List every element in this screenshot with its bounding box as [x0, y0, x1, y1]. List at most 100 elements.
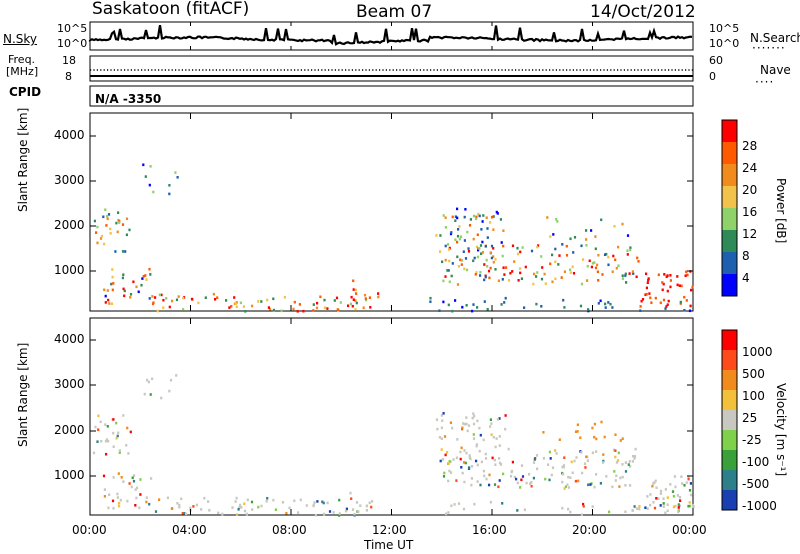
heatmap-cell — [523, 508, 526, 512]
heatmap-cell — [312, 503, 315, 507]
velocity-ytick-2000: 2000 — [54, 423, 85, 437]
heatmap-cell — [680, 475, 683, 478]
heatmap-cell — [664, 488, 667, 491]
power-cb-tick-4: 4 — [742, 271, 750, 285]
heatmap-cell — [129, 293, 133, 296]
heatmap-cell — [489, 266, 492, 270]
heatmap-cell — [463, 480, 466, 484]
heatmap-cell — [561, 506, 564, 510]
heatmap-cell — [535, 275, 538, 278]
heatmap-cell — [574, 430, 578, 433]
heatmap-cell — [482, 214, 485, 217]
heatmap-cell — [595, 437, 598, 441]
heatmap-cell — [614, 479, 617, 482]
heatmap-cell — [365, 509, 368, 512]
heatmap-cell — [355, 292, 358, 295]
xtick-4: 16:00 — [472, 523, 507, 537]
heatmap-cell — [571, 265, 574, 269]
heatmap-cell — [338, 512, 341, 515]
heatmap-cell — [614, 258, 617, 262]
heatmap-cell — [613, 225, 616, 228]
colorbar-segment — [722, 450, 737, 471]
heatmap-cell — [468, 454, 471, 457]
heatmap-cell — [618, 485, 621, 488]
heatmap-cell — [497, 279, 500, 283]
heatmap-cell — [141, 277, 144, 280]
heatmap-cell — [128, 482, 131, 485]
heatmap-cell — [110, 302, 114, 305]
heatmap-cell — [108, 493, 111, 496]
heatmap-cell — [615, 266, 618, 270]
heatmap-cell — [530, 249, 534, 253]
heatmap-cell — [488, 276, 491, 280]
heatmap-cell — [127, 452, 130, 455]
colorbar-segment — [722, 142, 737, 165]
heatmap-cell — [688, 501, 691, 504]
heatmap-cell — [572, 251, 575, 254]
heatmap-cell — [655, 497, 658, 500]
colorbar-segment — [722, 350, 737, 371]
heatmap-cell — [595, 473, 598, 476]
colorbar-segment — [722, 120, 737, 143]
heatmap-cell — [605, 475, 608, 478]
heatmap-cell — [455, 456, 458, 460]
heatmap-cell — [162, 306, 165, 309]
heatmap-cell — [354, 308, 357, 311]
heatmap-cell — [482, 469, 485, 473]
heatmap-cell — [477, 212, 480, 216]
heatmap-cell — [123, 289, 126, 293]
heatmap-cell — [126, 426, 129, 430]
heatmap-cell — [561, 465, 564, 469]
heatmap-cell — [251, 304, 254, 308]
heatmap-cell — [171, 299, 174, 303]
heatmap-cell — [121, 276, 124, 280]
vel-cb-tick-m1000: -1000 — [742, 499, 777, 513]
heatmap-cell — [359, 504, 362, 507]
heatmap-cell — [112, 282, 115, 285]
heatmap-cell — [590, 265, 593, 269]
heatmap-cell — [293, 300, 296, 304]
heatmap-cell — [370, 505, 373, 509]
heatmap-cell — [476, 306, 479, 309]
heatmap-cell — [462, 507, 466, 511]
heatmap-cell — [481, 240, 484, 244]
heatmap-cell — [108, 302, 111, 305]
heatmap-cell — [144, 274, 147, 277]
heatmap-cell — [563, 456, 566, 459]
heatmap-cell — [651, 484, 654, 488]
heatmap-cell — [104, 439, 108, 443]
heatmap-cell — [166, 496, 169, 500]
heatmap-cell — [357, 510, 360, 513]
heatmap-cell — [150, 477, 153, 480]
heatmap-cell — [677, 506, 680, 509]
heatmap-cell — [118, 504, 121, 508]
heatmap-cell — [440, 448, 443, 451]
heatmap-cell — [99, 420, 102, 424]
vel-cb-tick-100: 100 — [742, 389, 765, 403]
heatmap-cell — [517, 279, 520, 282]
heatmap-cell — [653, 481, 656, 484]
heatmap-cell — [135, 496, 138, 500]
heatmap-cell — [594, 235, 597, 238]
colorbar-segment — [722, 252, 737, 275]
heatmap-cell — [485, 216, 488, 219]
heatmap-cell — [152, 190, 155, 194]
heatmap-cell — [577, 479, 580, 483]
heatmap-cell — [104, 423, 107, 426]
heatmap-cell — [511, 460, 514, 464]
heatmap-cell — [603, 435, 606, 439]
heatmap-cell — [115, 436, 118, 440]
heatmap-cell — [586, 459, 589, 462]
heatmap-cell — [674, 485, 677, 489]
heatmap-cell — [633, 455, 637, 458]
heatmap-cell — [148, 502, 151, 506]
heatmap-cell — [645, 292, 648, 296]
heatmap-cell — [120, 476, 123, 479]
heatmap-cell — [347, 304, 350, 308]
heatmap-cell — [637, 260, 640, 263]
heatmap-cell — [494, 445, 497, 449]
heatmap-cell — [548, 478, 551, 482]
heatmap-cell — [251, 508, 254, 511]
heatmap-cell — [121, 250, 125, 253]
nsearch-bottom-tick: 10^0 — [709, 37, 740, 50]
